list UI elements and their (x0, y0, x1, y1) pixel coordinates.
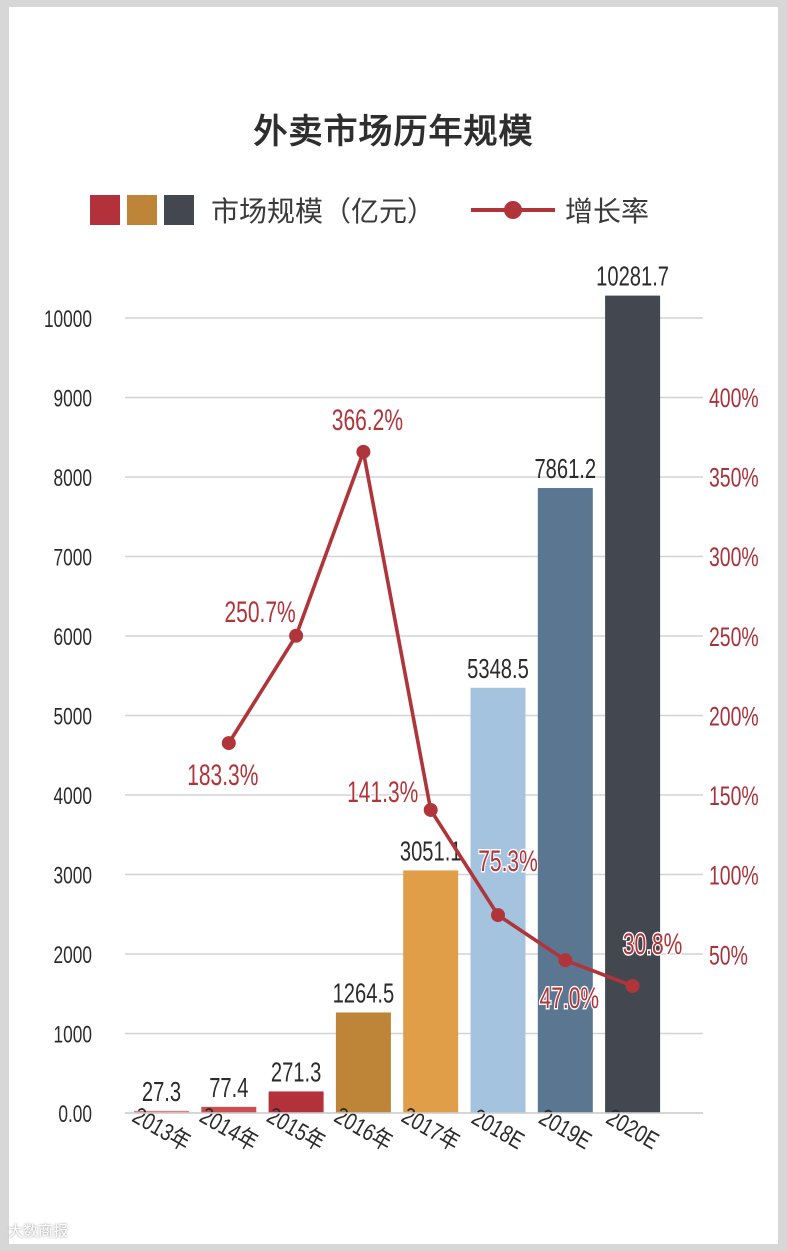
bar-value-label: 77.4 (209, 1073, 248, 1104)
bar (134, 1110, 189, 1113)
legend-line-label: 增长率 (565, 195, 650, 228)
right-tick-label: 350% (709, 463, 759, 493)
growth-point (356, 444, 371, 459)
legend-swatch-red (90, 195, 120, 225)
growth-value-label: 47.0% (540, 983, 600, 1015)
right-tick-label: 200% (709, 701, 759, 731)
chart-title: 外卖市场历年规模 (253, 112, 534, 152)
left-tick-label: 4000 (54, 783, 92, 809)
left-tick-label: 2000 (54, 942, 92, 968)
watermark: 大数商报 (8, 1222, 69, 1240)
bar (201, 1106, 257, 1113)
growth-value-label: 366.2% (332, 404, 403, 436)
left-tick-label: 10000 (44, 306, 92, 332)
bar (335, 1012, 391, 1113)
right-tick-label: 400% (709, 383, 759, 413)
growth-value-label: 75.3% (478, 846, 538, 878)
right-tick-label: 50% (709, 940, 748, 970)
growth-point (423, 802, 438, 817)
left-tick-label: 5000 (54, 704, 92, 730)
legend-swatch-orange (127, 195, 157, 225)
growth-value-label: 183.3% (187, 760, 258, 792)
growth-point (625, 978, 640, 993)
category-label: 2013年 (128, 1101, 195, 1156)
left-tick-label: 6000 (54, 624, 92, 650)
left-tick-label: 7000 (54, 545, 92, 571)
bar-value-label: 271.3 (271, 1057, 321, 1088)
bar (605, 295, 661, 1113)
growth-point (221, 736, 236, 751)
legend-swatch-dark (164, 195, 194, 225)
growth-point (558, 953, 573, 968)
growth-point (491, 908, 505, 923)
bar-value-label: 7861.2 (534, 454, 596, 485)
bar (537, 488, 593, 1113)
left-tick-label: 3000 (54, 863, 92, 889)
growth-value-label: 30.8% (623, 928, 683, 960)
left-tick-label: 8000 (54, 465, 92, 491)
bar (403, 870, 459, 1113)
bar (470, 687, 526, 1113)
right-tick-label: 150% (709, 781, 759, 811)
growth-point (289, 628, 304, 643)
bar-value-label: 5348.5 (467, 654, 529, 685)
growth-value-label: 141.3% (347, 776, 418, 808)
growth-value-label: 250.7% (225, 596, 296, 628)
bar-value-label: 10281.7 (596, 262, 669, 293)
right-tick-label: 300% (709, 542, 759, 572)
left-tick-label: 9000 (54, 386, 92, 412)
left-tick-label: 0.00 (58, 1101, 92, 1127)
bar (268, 1091, 324, 1113)
legend: 市场规模（亿元） 增长率 (90, 190, 649, 230)
right-tick-label: 100% (709, 861, 759, 891)
legend-bar-label: 市场规模（亿元） (211, 195, 436, 228)
bar-value-label: 27.3 (142, 1077, 181, 1108)
left-tick-label: 1000 (54, 1022, 92, 1048)
bar-value-label: 1264.5 (333, 978, 395, 1009)
legend-line-icon (471, 201, 556, 219)
right-tick-label: 250% (709, 622, 759, 652)
